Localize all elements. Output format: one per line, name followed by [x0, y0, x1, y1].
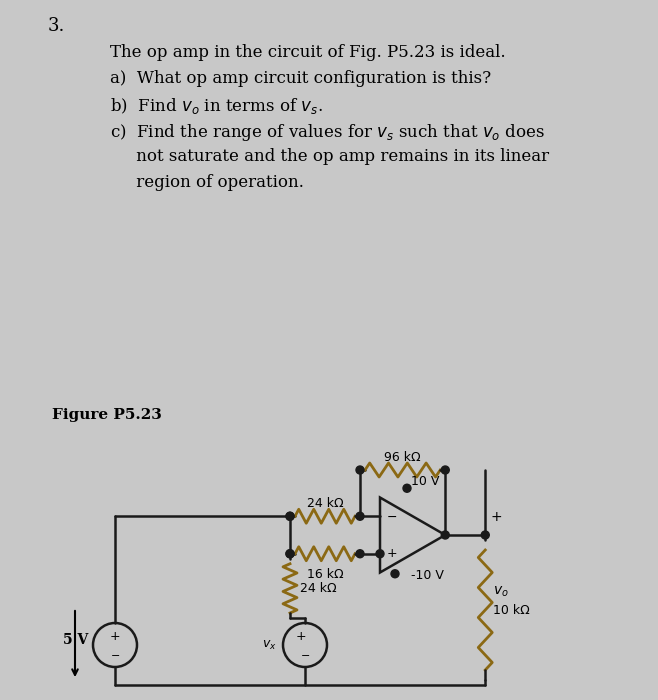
Text: a)  What op amp circuit configuration is this?: a) What op amp circuit configuration is … — [110, 70, 491, 87]
Circle shape — [286, 512, 294, 520]
Circle shape — [403, 484, 411, 492]
Text: 16 kΩ: 16 kΩ — [307, 568, 343, 581]
Text: 24 kΩ: 24 kΩ — [307, 497, 343, 510]
Circle shape — [442, 466, 449, 474]
Circle shape — [376, 550, 384, 558]
Text: 10 V: 10 V — [411, 475, 440, 488]
Text: b)  Find $v_o$ in terms of $v_s$.: b) Find $v_o$ in terms of $v_s$. — [110, 96, 323, 116]
Circle shape — [442, 531, 449, 539]
Text: $v_x$: $v_x$ — [263, 638, 277, 652]
Text: region of operation.: region of operation. — [110, 174, 304, 191]
Text: 96 kΩ: 96 kΩ — [384, 451, 421, 464]
Text: not saturate and the op amp remains in its linear: not saturate and the op amp remains in i… — [110, 148, 549, 165]
Text: $+$: $+$ — [386, 547, 397, 560]
Text: +: + — [295, 631, 307, 643]
Circle shape — [391, 570, 399, 578]
Text: -10 V: -10 V — [411, 569, 444, 582]
Circle shape — [356, 550, 364, 558]
Text: c)  Find the range of values for $v_s$ such that $v_o$ does: c) Find the range of values for $v_s$ su… — [110, 122, 545, 143]
Text: $v_o$: $v_o$ — [494, 584, 509, 599]
Text: $-$: $-$ — [300, 649, 310, 659]
Text: 3.: 3. — [48, 17, 65, 35]
Circle shape — [356, 466, 364, 474]
Text: +: + — [110, 629, 120, 643]
Text: $-$: $-$ — [110, 649, 120, 659]
Circle shape — [481, 531, 490, 539]
Circle shape — [286, 550, 294, 558]
Text: $-$: $-$ — [386, 510, 397, 523]
Text: The op amp in the circuit of Fig. P5.23 is ideal.: The op amp in the circuit of Fig. P5.23 … — [110, 44, 505, 61]
Circle shape — [356, 512, 364, 520]
Circle shape — [286, 512, 294, 520]
Circle shape — [286, 550, 294, 558]
Text: +: + — [490, 510, 502, 524]
Text: 24 kΩ: 24 kΩ — [300, 582, 337, 595]
Text: 10 kΩ: 10 kΩ — [494, 603, 530, 617]
Text: Figure P5.23: Figure P5.23 — [52, 408, 162, 422]
Text: 5 V: 5 V — [63, 633, 88, 647]
